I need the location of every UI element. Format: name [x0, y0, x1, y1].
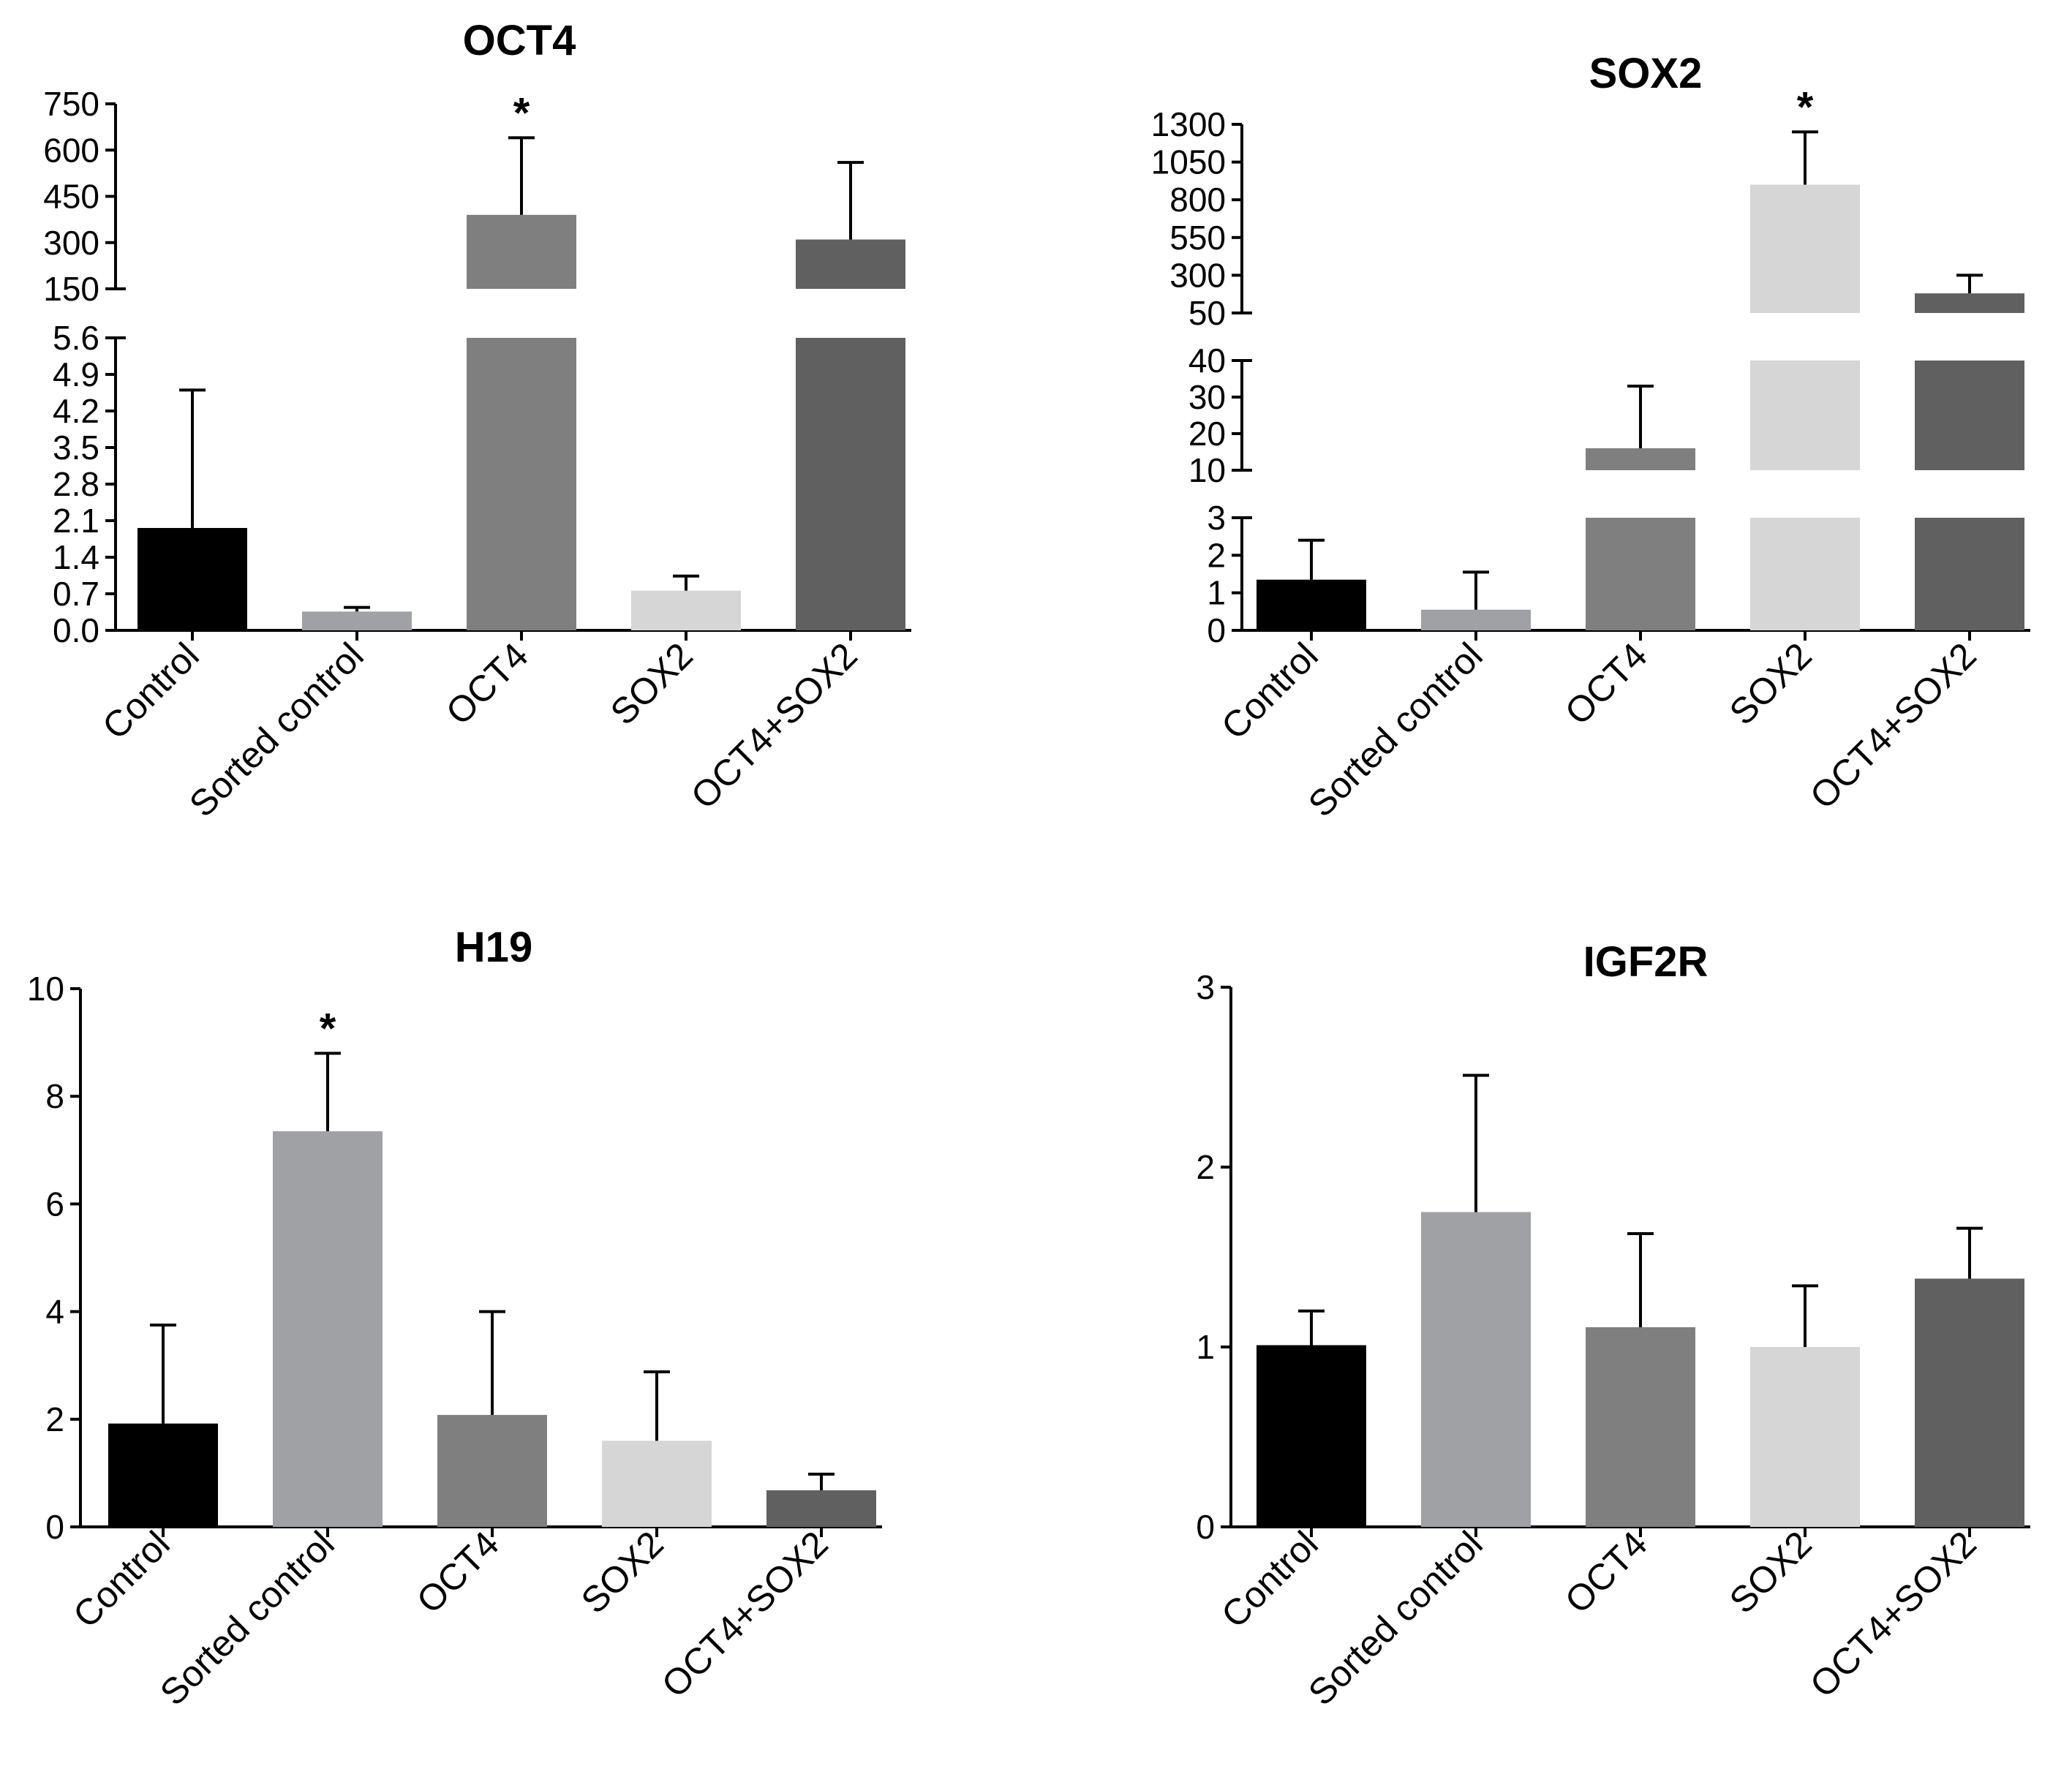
bar-oct4-sox2 [1915, 293, 2024, 313]
h19-chart-panel: H19 0 2 4 6 8 10 Control * Sorted control OCT4 SOX… [27, 924, 882, 1713]
bar-sorted-control [273, 1131, 383, 1527]
y-tick-label: 2.1 [53, 502, 99, 540]
y-tick-label: 450 [43, 178, 99, 216]
bar-sox2 [1750, 518, 1860, 630]
x-category-label: OCT4+SOX2 [1802, 635, 1984, 817]
y-tick-label: 800 [1169, 181, 1226, 219]
chart-title: SOX2 [1589, 50, 1703, 97]
y-tick-label: 3 [1196, 968, 1215, 1006]
x-category-label: Sorted control [181, 635, 372, 825]
bar-oct4 [467, 338, 576, 630]
bar-oct4 [467, 214, 576, 289]
y-tick-label: 3.5 [53, 429, 99, 467]
bar-sorted-control [1421, 1212, 1531, 1527]
y-tick-label: 2 [1207, 536, 1226, 574]
x-category-label: Control [94, 635, 207, 747]
y-tick-label: 6 [45, 1185, 64, 1223]
y-tick-label: 0 [1196, 1508, 1215, 1546]
y-tick-label: 0.7 [53, 575, 99, 613]
x-category-label: Sorted control [1300, 1523, 1491, 1713]
bar-control [1257, 579, 1366, 630]
bar-sorted-control [302, 611, 412, 630]
x-category-label: SOX2 [1722, 1523, 1820, 1621]
y-tick-label: 1 [1196, 1328, 1215, 1366]
bar-oct4 [1586, 518, 1695, 630]
x-category-label: SOX2 [1722, 635, 1820, 733]
bar-control [1257, 1345, 1366, 1527]
x-category-label: OCT4+SOX2 [654, 1523, 836, 1705]
chart-title: OCT4 [463, 17, 576, 64]
bar-sox2 [631, 590, 741, 630]
bar-oct4-sox2 [1915, 1278, 2024, 1527]
y-tick-label: 20 [1188, 415, 1226, 453]
y-tick-label: 40 [1188, 341, 1226, 380]
y-tick-label: 30 [1188, 378, 1226, 416]
bar-sorted-control [1421, 609, 1531, 630]
x-category-label: Control [1213, 1523, 1326, 1636]
x-category-label: OCT4 [438, 635, 536, 733]
bar-oct4-sox2 [796, 338, 905, 630]
y-tick-label: 300 [1169, 256, 1226, 294]
chart-title: H19 [455, 924, 532, 971]
y-tick-label: 1050 [1151, 143, 1226, 181]
significance-marker: * [1797, 83, 1814, 131]
y-tick-label: 300 [43, 224, 99, 262]
chart-title: IGF2R [1583, 938, 1709, 986]
x-category-label: SOX2 [603, 635, 701, 733]
x-category-label: Sorted control [152, 1523, 342, 1713]
y-tick-label: 0 [1207, 611, 1226, 649]
y-tick-label: 0.0 [53, 611, 99, 649]
x-category-label: OCT4 [1557, 1523, 1655, 1621]
y-tick-label: 1300 [1151, 105, 1226, 143]
x-category-label: Control [65, 1523, 178, 1636]
y-tick-label: 1.4 [53, 538, 99, 576]
bar-oct4-sox2 [1915, 361, 2024, 470]
x-category-label: Sorted control [1300, 635, 1491, 825]
x-category-label: OCT4+SOX2 [683, 635, 865, 817]
bar-sox2 [602, 1441, 712, 1527]
y-tick-label: 0 [45, 1508, 64, 1546]
y-tick-label: 550 [1169, 219, 1226, 257]
bar-oct4 [437, 1414, 547, 1527]
x-category-label: OCT4+SOX2 [1802, 1523, 1984, 1705]
y-tick-label: 750 [43, 85, 99, 123]
bar-oct4 [1586, 448, 1695, 470]
y-tick-label: 600 [43, 131, 99, 169]
significance-marker: * [320, 1005, 336, 1052]
y-tick-label: 3 [1207, 499, 1226, 537]
y-tick-label: 4.9 [53, 355, 99, 393]
y-tick-label: 2 [1196, 1148, 1215, 1186]
y-tick-label: 10 [1188, 451, 1226, 489]
bar-oct4-sox2 [796, 239, 905, 289]
significance-marker: * [513, 89, 530, 137]
y-tick-label: 1 [1207, 574, 1226, 612]
bar-sox2 [1750, 184, 1860, 313]
bar-oct4-sox2 [1915, 518, 2024, 630]
y-tick-label: 2.8 [53, 465, 99, 503]
y-tick-label: 150 [43, 270, 99, 308]
x-category-label: OCT4 [409, 1523, 507, 1621]
y-tick-label: 50 [1188, 294, 1226, 332]
y-tick-label: 4 [45, 1293, 64, 1331]
y-tick-label: 10 [27, 970, 64, 1008]
y-tick-label: 8 [45, 1077, 64, 1115]
oct4-chart-panel: OCT4 0.00.71.42.12.83.54.24.95.6 150 300 45… [43, 17, 911, 825]
x-category-label: SOX2 [573, 1523, 671, 1621]
x-category-label: OCT4 [1557, 635, 1655, 733]
y-tick-label: 5.6 [53, 319, 99, 357]
bar-control [108, 1423, 218, 1527]
y-tick-label: 4.2 [53, 392, 99, 430]
bar-sox2 [1750, 361, 1860, 470]
bar-oct4 [1586, 1327, 1695, 1527]
y-tick-label: 2 [45, 1400, 64, 1438]
bar-oct4-sox2 [766, 1490, 876, 1527]
x-category-label: Control [1213, 635, 1326, 747]
bar-control [137, 528, 247, 630]
bar-sox2 [1750, 1347, 1860, 1527]
